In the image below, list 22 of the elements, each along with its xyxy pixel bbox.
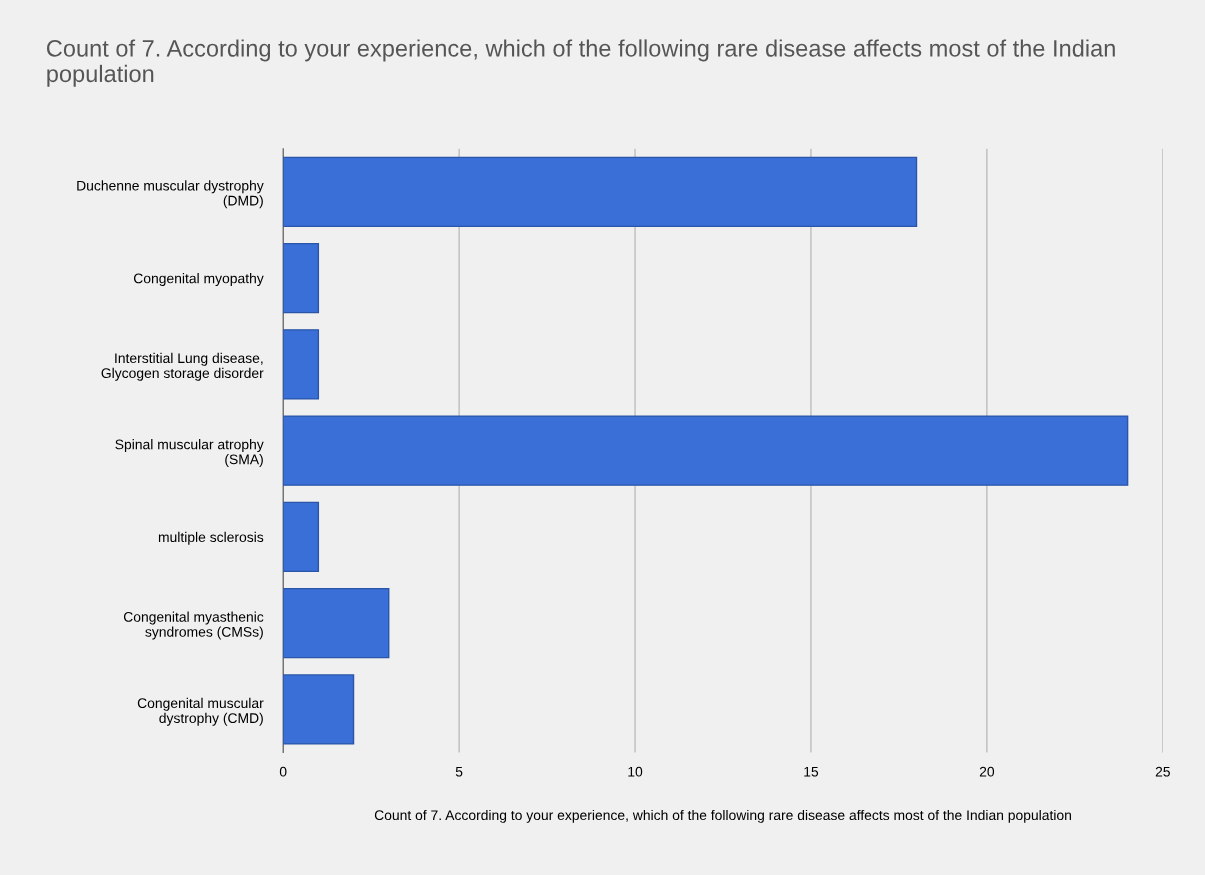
bar: [283, 587, 390, 659]
y-tick-label: Congenital myasthenic syndromes (CMSs): [123, 611, 264, 640]
x-tick-label: 20: [979, 766, 995, 777]
bar: [283, 242, 320, 314]
y-tick-label: Congenital muscular dystrophy (CMD): [137, 697, 264, 726]
bar: [283, 674, 355, 745]
y-tick-label: Spinal muscular atrophy (SMA): [115, 439, 264, 468]
x-tick-label: 15: [804, 766, 819, 777]
bar: [283, 329, 320, 400]
x-tick-label: 10: [628, 766, 643, 777]
x-tick-label: 0: [279, 766, 287, 777]
x-tick-label: 5: [455, 766, 463, 777]
bar: [283, 156, 918, 228]
chart-title: Count of 7. According to your experience, which of the following rare disease affects most of the Indian population: [46, 39, 1115, 87]
bar: [283, 501, 320, 573]
bar: [283, 415, 1129, 486]
y-tick-label: Interstitial Lung disease, Glycogen storage disorder: [101, 352, 264, 381]
y-tick-label: Duchenne muscular dystrophy (DMD): [77, 180, 264, 209]
x-tick-label: 25: [1155, 766, 1170, 777]
x-axis-title: Count of 7. According to your experience, which of the following rare disease affects most of the Indian population: [374, 809, 1071, 823]
y-tick-label: Congenital myopathy: [133, 273, 264, 287]
y-tick-label: multiple sclerosis: [158, 531, 264, 545]
